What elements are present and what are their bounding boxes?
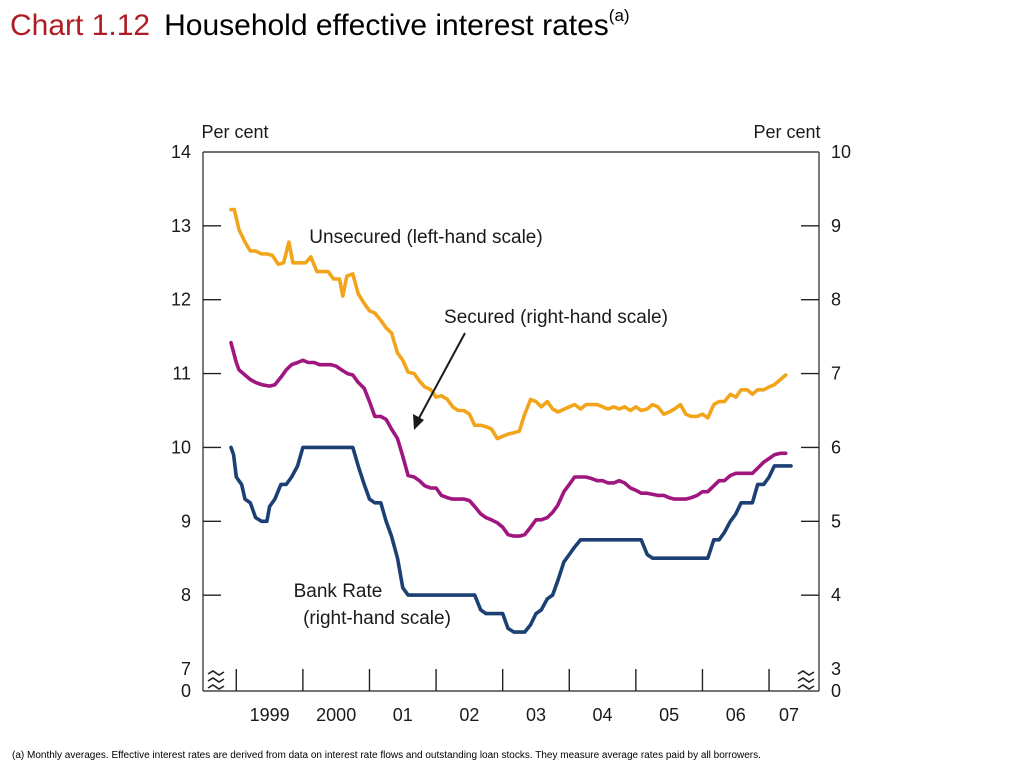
right-zero-label: 0 (831, 681, 841, 701)
right-axis-break-icon (797, 670, 815, 690)
left-tick-label: 12 (171, 290, 191, 310)
left-tick-label: 14 (171, 142, 191, 162)
x-tick-label: 03 (526, 705, 546, 725)
x-tick-label: 05 (659, 705, 679, 725)
bank-rate-annotation: Bank Rate (294, 581, 383, 602)
x-tick-label: 06 (726, 705, 746, 725)
secured-annotation: Secured (right-hand scale) (444, 307, 668, 328)
right-tick-label: 3 (831, 659, 841, 679)
secured-arrow-head (413, 414, 424, 430)
x-tick-label: 01 (393, 705, 413, 725)
right-axis-title: Per cent (753, 122, 820, 142)
left-tick-label: 7 (181, 659, 191, 679)
secured-line (229, 340, 788, 538)
secured-arrow-line (417, 332, 466, 421)
x-tick-label: 1999 (250, 705, 290, 725)
left-tick-label: 9 (181, 511, 191, 531)
x-tick-label: 04 (593, 705, 613, 725)
bank-rate-line (229, 445, 793, 634)
right-tick-label: 4 (831, 585, 841, 605)
chart-title: Chart 1.12 Household effective interest r… (10, 6, 630, 46)
right-tick-label: 5 (831, 511, 841, 531)
left-tick-label: 13 (171, 216, 191, 236)
unsecured-line (229, 207, 788, 441)
footnote: (a) Monthly averages. Effective interest… (12, 750, 761, 761)
right-tick-label: 8 (831, 290, 841, 310)
left-tick-label: 10 (171, 437, 191, 457)
right-tick-label: 10 (831, 142, 851, 162)
right-tick-label: 7 (831, 364, 841, 384)
line-chart: Per cent Per cent141312111098701098765430… (171, 122, 851, 725)
bank-rate-annotation-scale: (right-hand scale) (303, 608, 451, 629)
left-tick-label: 8 (181, 585, 191, 605)
chart-title-text: Household effective interest rates (164, 9, 609, 42)
x-tick-label: 2000 (316, 705, 356, 725)
x-tick-label: 02 (459, 705, 479, 725)
left-axis-title: Per cent (201, 122, 268, 142)
right-tick-label: 6 (831, 437, 841, 457)
right-tick-label: 9 (831, 216, 841, 236)
left-axis-break-icon (207, 670, 225, 690)
chart-number: Chart 1.12 (10, 9, 151, 42)
left-tick-label: 11 (172, 364, 191, 384)
x-tick-label: 07 (779, 705, 799, 725)
left-zero-label: 0 (181, 681, 191, 701)
unsecured-annotation: Unsecured (left-hand scale) (309, 227, 542, 248)
title-footnote-marker: (a) (608, 6, 630, 25)
